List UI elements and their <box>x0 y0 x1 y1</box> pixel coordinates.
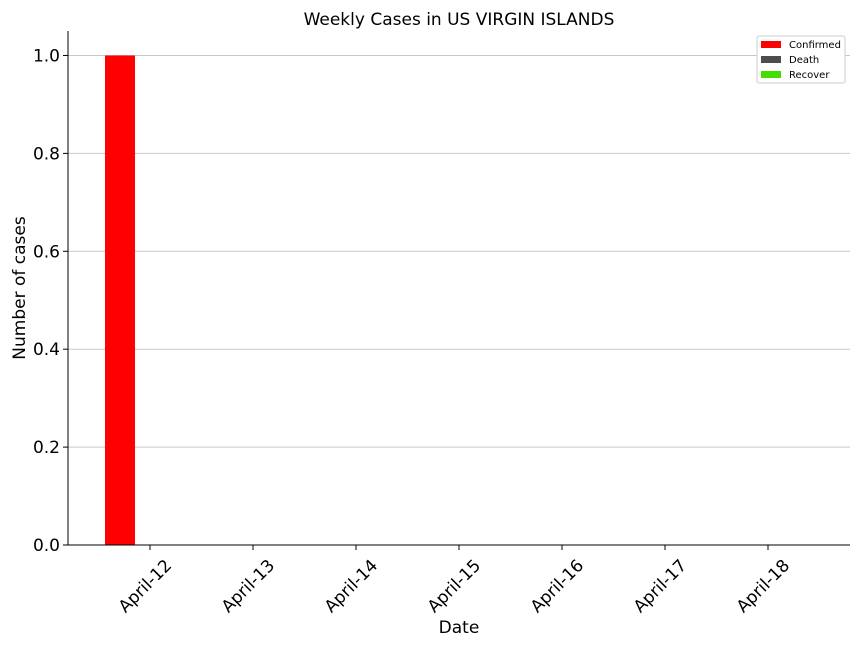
chart-title: Weekly Cases in US VIRGIN ISLANDS <box>304 10 615 30</box>
legend-label-death: Death <box>789 55 819 66</box>
y-tick-label: 0.6 <box>33 242 60 262</box>
legend-swatch-death <box>761 56 781 63</box>
x-tick-label: April-16 <box>527 556 588 617</box>
legend: Confirmed Death Recover <box>756 35 846 84</box>
y-axis-label: Number of cases <box>10 216 30 360</box>
x-axis-label: Date <box>439 618 480 638</box>
legend-swatch-confirmed <box>761 41 781 48</box>
bars <box>105 55 135 545</box>
y-tick-label: 0.2 <box>33 438 60 458</box>
y-tick-label: 0.4 <box>33 340 60 360</box>
x-tick-label: April-18 <box>733 556 794 617</box>
x-tick-label: April-14 <box>321 556 382 617</box>
x-tick-label: April-12 <box>115 556 176 617</box>
x-axis-ticks: April-12 April-13 April-14 April-15 April-16… <box>115 545 794 617</box>
y-tick-label: 0.8 <box>33 144 60 164</box>
axes <box>67 31 850 546</box>
y-tick-label: 0.0 <box>33 536 60 556</box>
x-tick-label: April-15 <box>424 556 485 617</box>
y-tick-label: 1.0 <box>33 46 60 66</box>
bar-confirmed-april-12 <box>105 55 135 545</box>
legend-label-confirmed: Confirmed <box>789 40 841 51</box>
y-axis-ticks: 0.0 0.2 0.4 0.6 0.8 1.0 <box>33 46 68 556</box>
x-tick-label: April-17 <box>630 556 691 617</box>
legend-swatch-recover <box>761 71 781 78</box>
x-tick-label: April-13 <box>218 556 279 617</box>
gridlines <box>68 54 850 448</box>
legend-label-recover: Recover <box>789 70 830 81</box>
